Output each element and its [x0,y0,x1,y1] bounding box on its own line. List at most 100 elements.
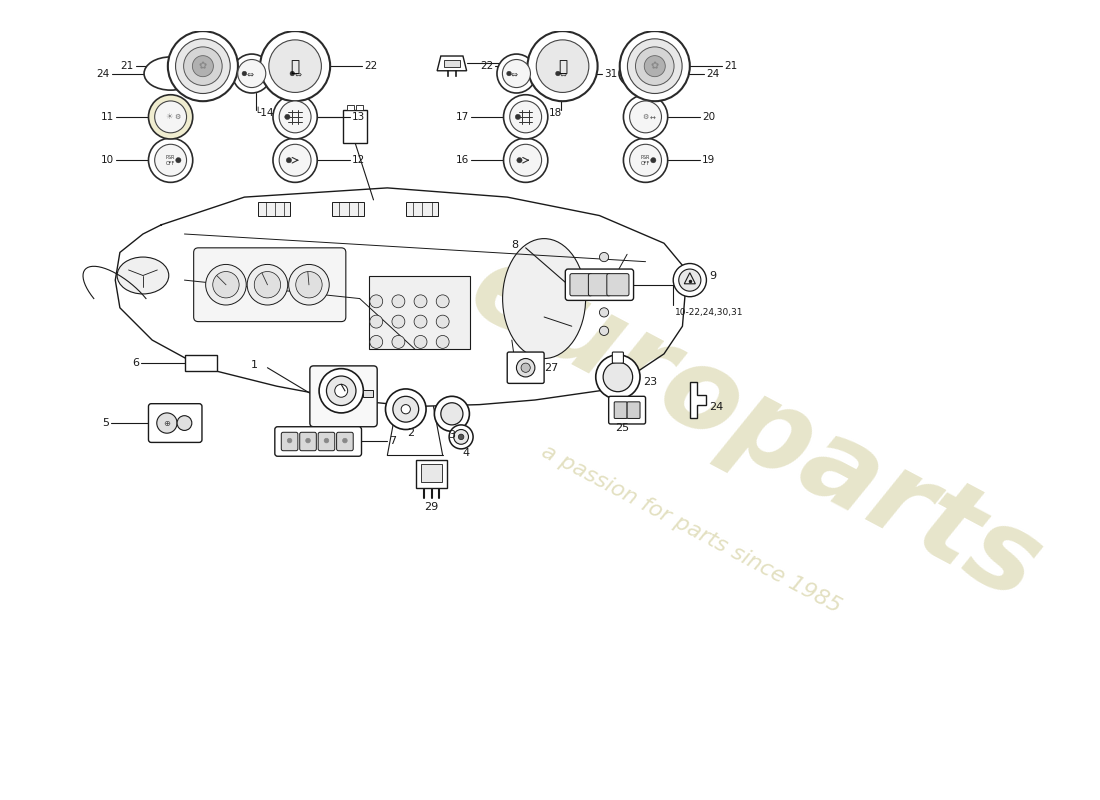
Text: └14: └14 [254,108,274,118]
Text: PSR
OFF: PSR OFF [166,155,175,166]
FancyBboxPatch shape [194,248,345,322]
Circle shape [279,144,311,176]
Circle shape [268,40,321,93]
Text: ⇔: ⇔ [560,69,566,78]
Circle shape [402,405,410,414]
Circle shape [600,326,608,335]
FancyBboxPatch shape [607,274,629,296]
Text: 7: 7 [389,437,396,446]
Circle shape [624,94,668,139]
Circle shape [497,54,536,93]
Circle shape [459,434,464,440]
Circle shape [679,269,701,291]
FancyBboxPatch shape [282,432,298,450]
Text: 24: 24 [706,69,719,78]
Circle shape [516,358,535,377]
Circle shape [627,39,682,94]
Circle shape [327,376,356,406]
Text: 10: 10 [101,155,114,166]
Circle shape [254,271,280,298]
Circle shape [556,71,560,76]
FancyBboxPatch shape [627,402,640,418]
Circle shape [385,389,426,430]
Circle shape [619,31,690,102]
Circle shape [370,295,383,308]
FancyBboxPatch shape [318,432,334,450]
Circle shape [603,362,632,392]
Circle shape [392,295,405,308]
Text: 28: 28 [284,112,298,122]
Circle shape [503,59,530,87]
FancyBboxPatch shape [614,402,627,418]
Circle shape [636,47,674,86]
Text: 27: 27 [544,362,559,373]
Text: 6: 6 [132,358,140,368]
Text: ⇔: ⇔ [295,69,301,78]
Text: 20: 20 [702,112,715,122]
Circle shape [279,101,311,133]
Circle shape [370,335,383,348]
Circle shape [155,101,187,133]
Circle shape [600,253,608,262]
Text: 29: 29 [425,502,439,512]
Circle shape [437,335,449,348]
Circle shape [434,396,470,431]
Text: 26: 26 [509,58,524,68]
FancyBboxPatch shape [416,460,448,488]
Text: ↔: ↔ [649,116,656,122]
Circle shape [596,355,640,399]
Ellipse shape [619,57,672,90]
Text: 24: 24 [97,69,110,78]
Text: europarts: europarts [452,231,1060,625]
Text: ⚙: ⚙ [174,114,180,120]
Circle shape [273,138,317,182]
FancyBboxPatch shape [443,60,460,67]
Circle shape [287,438,292,443]
Circle shape [206,265,246,305]
Text: 18: 18 [549,108,562,118]
Polygon shape [690,382,706,418]
FancyBboxPatch shape [299,432,317,450]
FancyBboxPatch shape [186,355,217,371]
FancyBboxPatch shape [421,464,442,482]
Polygon shape [437,56,466,70]
FancyBboxPatch shape [310,366,377,426]
Text: 🔑: 🔑 [290,58,299,74]
Circle shape [248,265,288,305]
Circle shape [551,59,580,87]
Text: 23: 23 [642,377,657,386]
Circle shape [504,138,548,182]
FancyBboxPatch shape [613,352,624,363]
Text: 13: 13 [351,112,364,122]
Text: 1: 1 [251,360,258,370]
FancyBboxPatch shape [148,404,202,442]
Circle shape [441,402,463,425]
Circle shape [600,271,608,280]
Ellipse shape [144,57,197,90]
Text: 9: 9 [710,270,716,281]
Circle shape [273,94,317,139]
Circle shape [324,438,329,443]
Text: ⚙: ⚙ [642,114,649,120]
Circle shape [319,369,363,413]
Text: 22: 22 [364,61,377,71]
Text: 19: 19 [702,155,715,166]
FancyBboxPatch shape [507,352,544,383]
Circle shape [184,47,222,86]
Circle shape [176,158,182,163]
Circle shape [437,295,449,308]
Text: ✿: ✿ [651,61,659,71]
Circle shape [528,31,597,102]
Text: PSR
OFF: PSR OFF [641,155,650,166]
Circle shape [260,31,330,102]
FancyBboxPatch shape [356,105,363,110]
FancyBboxPatch shape [275,426,362,456]
Circle shape [515,114,520,119]
Ellipse shape [117,257,168,294]
Circle shape [157,413,177,433]
Text: ⇔: ⇔ [246,69,253,78]
Circle shape [392,335,405,348]
FancyBboxPatch shape [406,202,438,215]
FancyBboxPatch shape [332,202,364,215]
Circle shape [414,335,427,348]
